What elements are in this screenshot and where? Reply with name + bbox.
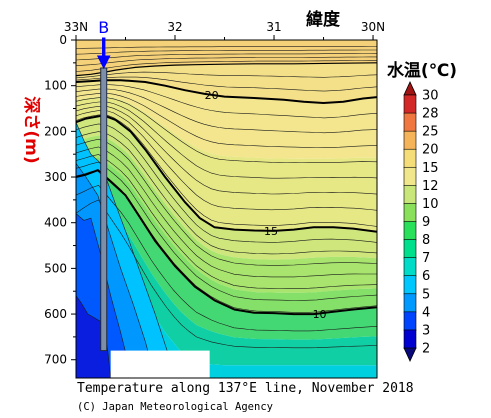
colorbar-label: 9: [422, 215, 430, 230]
x-tick-label: 31: [266, 20, 281, 34]
thin-contour-line: [76, 92, 377, 149]
x-axis: 33N 32 31 30N: [64, 20, 385, 40]
colorbar-swatch: [403, 166, 417, 187]
thin-contour-line: [76, 46, 377, 49]
contour-label: 15: [264, 225, 278, 238]
colorbar-label: 2: [422, 342, 430, 357]
colorbar-label: 3: [422, 323, 430, 338]
colorbar-label: 7: [422, 251, 430, 266]
thin-contour-line: [76, 110, 377, 211]
y-tick-label: 400: [44, 216, 67, 230]
thin-contour-line: [76, 199, 377, 349]
y-axis-label: 深さ(m): [21, 96, 42, 163]
x-tick-label: 32: [167, 20, 182, 34]
bottom-data-gap: [110, 350, 210, 379]
thin-contour-line: [76, 122, 181, 378]
thin-contour-layer: [76, 46, 377, 378]
thin-contour-line: [76, 163, 156, 378]
colorbar-label: 6: [422, 269, 430, 284]
thin-contour-line: [76, 88, 377, 134]
colorbar-label: 20: [422, 143, 439, 158]
x-tick-label: 33N: [64, 20, 88, 34]
colorbar-swatch: [403, 185, 417, 205]
colorbar-swatch: [403, 112, 417, 132]
thin-contour-line: [76, 105, 377, 195]
thin-contour-line: [76, 138, 377, 266]
colorbar-swatch: [403, 94, 417, 114]
colorbar-swatch: [403, 130, 417, 151]
thin-contour-line: [76, 49, 377, 55]
colorbar-label: 12: [422, 179, 439, 194]
thin-contour-line: [76, 53, 377, 61]
y-tick-label: 700: [44, 353, 67, 367]
colorbar-bottom-cap: [403, 347, 417, 362]
contour-label: 10: [313, 308, 327, 321]
colorbar-swatch: [403, 311, 417, 331]
colorbar-swatch: [403, 293, 417, 313]
band-17-15: [76, 96, 377, 232]
y-tick-label: 100: [44, 79, 67, 93]
x-tick-label: 30N: [361, 20, 385, 34]
thin-contour-line: [76, 161, 377, 301]
thin-contour-line: [76, 154, 377, 290]
contour-15: [76, 114, 377, 233]
thin-contour-line: [76, 56, 377, 66]
chart-credit: (C) Japan Meteorological Agency: [77, 401, 273, 413]
thin-contour-line: [76, 114, 377, 227]
y-tick-label: 600: [44, 307, 67, 321]
station-b-bar: [100, 67, 108, 352]
thin-contour-line: [76, 76, 377, 92]
colorbar-label: 15: [422, 161, 439, 176]
colorbar-label: 28: [422, 107, 439, 122]
colorbar-swatch: [403, 221, 417, 241]
down-arrow-icon: [96, 37, 111, 70]
colorbar-swatch: [403, 203, 417, 223]
colorbar-label: 5: [422, 287, 430, 302]
colorbar-label: 10: [422, 197, 439, 212]
contour-20: [76, 79, 377, 105]
thin-contour-line: [76, 295, 111, 378]
colorbar-label: 4: [422, 305, 430, 320]
thin-contour-line: [76, 185, 377, 332]
plot-frame: [75, 39, 378, 379]
thin-contour-line: [76, 97, 377, 163]
y-tick-label: 300: [44, 170, 67, 184]
thin-contour-line: [76, 60, 377, 72]
y-tick-label: 500: [44, 261, 67, 275]
colorbar-swatch: [403, 239, 417, 259]
band-25-20: [76, 62, 377, 103]
bold-contour-layer: [76, 62, 377, 316]
thin-contour-line: [76, 101, 377, 179]
band-20-17: [76, 80, 377, 159]
colorbar-label: 25: [422, 125, 439, 140]
colorbar-title: 水温(℃): [387, 60, 457, 81]
colorbar-label: 8: [422, 233, 430, 248]
colorbar-top-cap: [403, 81, 417, 96]
x-axis-label: 緯度: [306, 9, 341, 30]
contour-label-layer: 20 15 10: [205, 89, 327, 321]
thin-contour-line: [76, 131, 377, 255]
y-tick-label: 0: [59, 33, 67, 47]
thin-contour-line: [76, 123, 377, 243]
colorbar: 30 28 25 20 15 12 10 9 8 7 6 5 4 3 2: [403, 81, 439, 362]
y-tick-label: 200: [44, 124, 67, 138]
colorbar-swatch: [403, 148, 417, 169]
thin-contour-line: [76, 71, 377, 79]
contour-label: 20: [205, 89, 219, 102]
contour-10: [76, 169, 377, 316]
station-b-label: B: [98, 18, 109, 37]
colorbar-swatch: [403, 329, 417, 349]
colorbar-label: 30: [422, 89, 439, 104]
thin-contour-line: [76, 146, 377, 278]
band-cold-3: [76, 295, 111, 378]
station-b-marker: B: [96, 18, 111, 70]
colorbar-swatch: [403, 275, 417, 295]
thin-contour-line: [76, 84, 377, 119]
chart-title: Temperature along 137°E line, November 2…: [77, 381, 414, 396]
y-axis: 0 100 200 300 400 500 600 700: [44, 33, 76, 367]
colorbar-swatch: [403, 257, 417, 277]
